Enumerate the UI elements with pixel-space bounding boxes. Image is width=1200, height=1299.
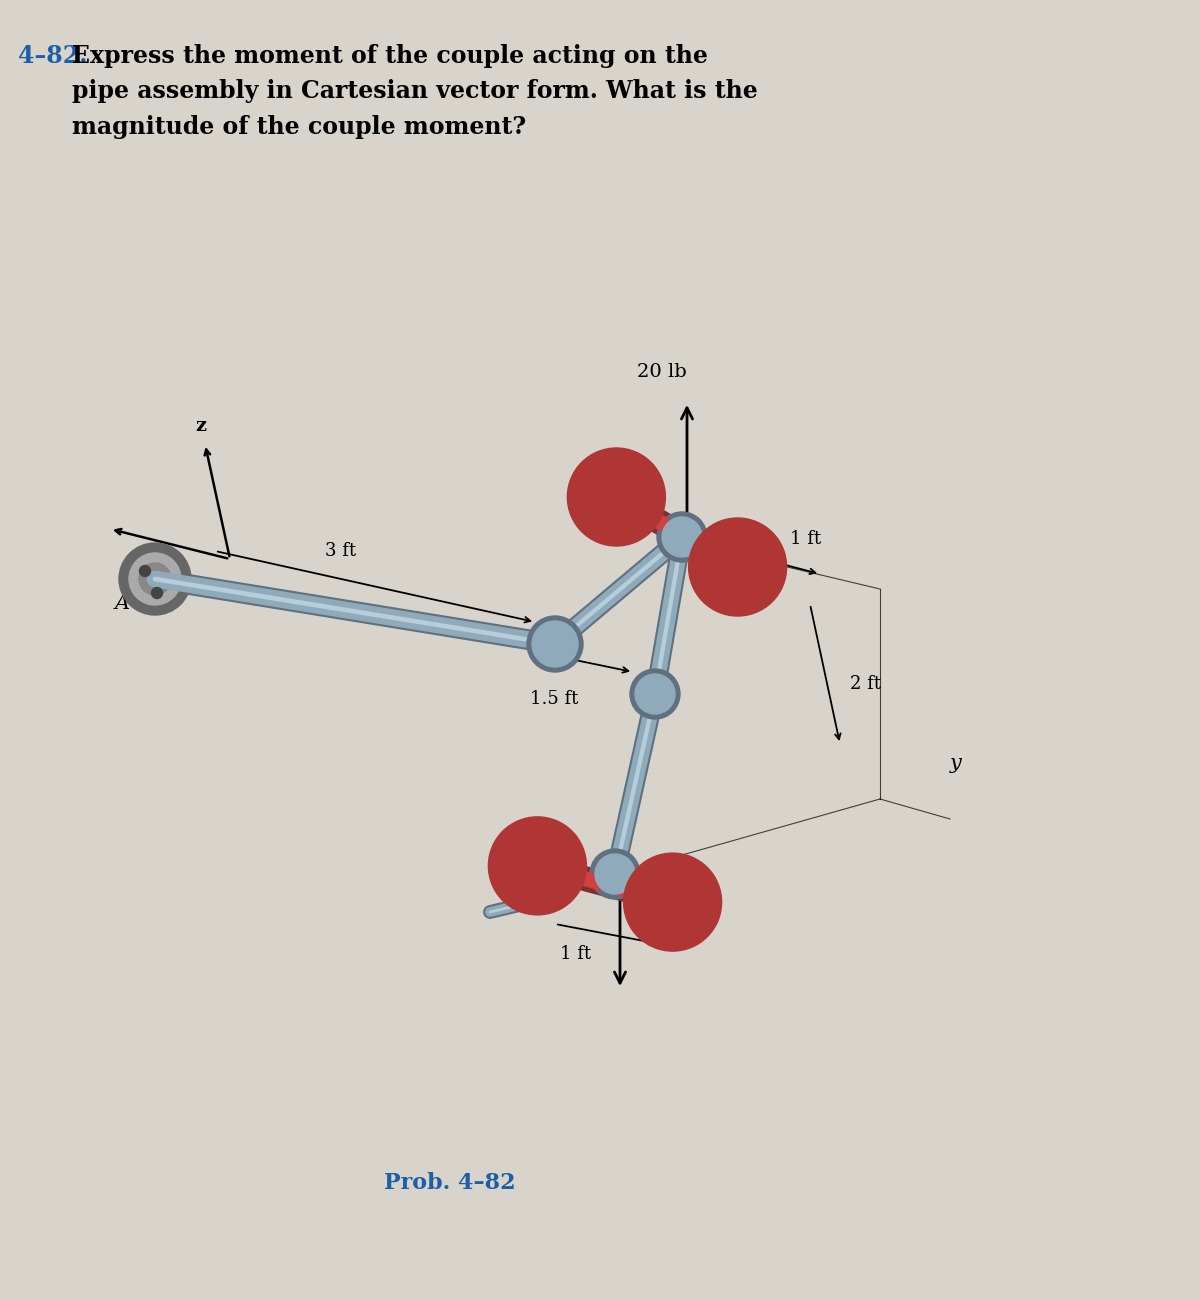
Text: B: B	[700, 557, 715, 575]
Text: Express the moment of the couple acting on the
pipe assembly in Cartesian vector: Express the moment of the couple acting …	[72, 44, 757, 139]
Text: y: y	[950, 753, 961, 773]
Text: 20 lb: 20 lb	[632, 911, 682, 927]
Text: C: C	[630, 904, 646, 924]
Circle shape	[590, 850, 640, 899]
Text: 1 ft: 1 ft	[560, 944, 592, 963]
Circle shape	[630, 669, 680, 720]
Text: z: z	[194, 417, 206, 435]
Circle shape	[139, 565, 150, 577]
Text: 1.5 ft: 1.5 ft	[530, 690, 578, 708]
Circle shape	[119, 543, 191, 614]
Circle shape	[532, 621, 578, 666]
Text: A: A	[115, 594, 130, 613]
Text: 2 ft: 2 ft	[850, 675, 881, 692]
Circle shape	[151, 587, 162, 599]
Circle shape	[568, 448, 665, 546]
Circle shape	[689, 518, 787, 616]
Text: 3 ft: 3 ft	[325, 543, 356, 560]
Circle shape	[139, 562, 172, 595]
Text: 1 ft: 1 ft	[790, 530, 821, 548]
Circle shape	[130, 553, 181, 605]
Circle shape	[662, 517, 702, 557]
Text: 4–82.: 4–82.	[18, 44, 88, 68]
Circle shape	[527, 616, 583, 672]
Text: Prob. 4–82: Prob. 4–82	[384, 1172, 516, 1194]
Circle shape	[488, 817, 587, 914]
Text: 20 lb: 20 lb	[637, 362, 686, 381]
Circle shape	[658, 512, 707, 562]
Circle shape	[635, 674, 674, 714]
Circle shape	[624, 853, 721, 951]
Circle shape	[595, 853, 635, 894]
